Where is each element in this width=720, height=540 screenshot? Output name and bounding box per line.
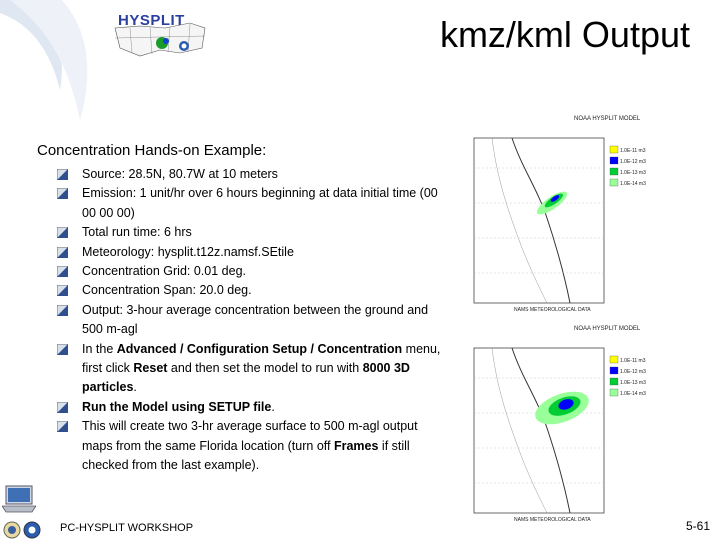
concentration-map-1: NOAA HYSPLIT MODEL 1.0E-11 m3 1.0E-12 m3 1.… (452, 108, 682, 313)
bullet-item: Concentration Span: 20.0 deg. (57, 281, 447, 300)
bullet-list: Source: 28.5N, 80.7W at 10 meters Emissio… (57, 165, 447, 476)
bullet-item: Output: 3-hour average concentration bet… (57, 301, 447, 340)
legend-label: 1.0E-12 m3 (620, 159, 646, 165)
legend-swatch (609, 388, 619, 397)
bullet-item: Concentration Grid: 0.01 deg. (57, 262, 447, 281)
bullet-text: Advanced / Configuration Setup / Concent… (116, 341, 403, 356)
map-panel: NOAA HYSPLIT MODEL 1.0E-11 m3 1.0E-12 m3 1.… (452, 108, 682, 523)
bullet-icon (57, 304, 68, 316)
bullet-item: Source: 28.5N, 80.7W at 10 meters (57, 165, 447, 184)
bullet-text: . (271, 399, 275, 414)
legend-label: 1.0E-14 m3 (620, 181, 646, 187)
concentration-map-2: NOAA HYSPLIT MODEL 1.0E-11 m3 1.0E-12 m3 1.… (452, 318, 682, 523)
agency-seals-icon (3, 521, 41, 539)
bullet-item: Emission: 1 unit/hr over 6 hours beginni… (57, 184, 447, 223)
legend-swatch (609, 167, 619, 176)
bullet-item: This will create two 3-hr average surfac… (57, 417, 447, 475)
bullet-item: In the Advanced / Configuration Setup / … (57, 340, 447, 398)
legend-swatch (609, 178, 619, 187)
bullet-icon (57, 246, 68, 258)
bullet-text: This will create two 3-hr average surfac… (82, 419, 418, 453)
bullet-text: Meteorology: hysplit.t12z.namsf.SEtile (82, 244, 294, 259)
footer-workshop-label: PC-HYSPLIT WORKSHOP (60, 522, 194, 534)
legend-swatch (609, 145, 619, 154)
map-graphic: NOAA HYSPLIT MODEL 1.0E-11 m3 1.0E-12 m3 1.… (452, 318, 682, 523)
legend-swatch (609, 366, 619, 375)
section-subtitle: Concentration Hands-on Example: (37, 142, 267, 159)
bullet-text: Source: 28.5N, 80.7W at 10 meters (82, 167, 278, 181)
bullet-icon (57, 343, 68, 355)
bullet-text: . (133, 380, 137, 395)
legend-label: 1.0E-12 m3 (620, 369, 646, 375)
bullet-icon (57, 266, 68, 278)
legend-label: 1.0E-14 m3 (620, 391, 646, 397)
bullet-text: In the (82, 341, 117, 356)
bullet-text: and then set the model to run with (167, 361, 363, 376)
map-footer: NAMS METEOROLOGICAL DATA (514, 517, 591, 523)
bullet-item: Meteorology: hysplit.t12z.namsf.SEtile (57, 243, 447, 262)
bullet-text: Frames (333, 438, 379, 453)
map-header: NOAA HYSPLIT MODEL (574, 116, 641, 122)
bullet-text: Concentration Grid: 0.01 deg. (82, 264, 246, 279)
legend-label: 1.0E-11 m3 (620, 358, 646, 364)
bullet-text: Total run time: 6 hrs (82, 225, 192, 240)
legend-label: 1.0E-11 m3 (620, 148, 646, 154)
legend-swatch (609, 156, 619, 165)
bullet-icon (57, 401, 68, 413)
bullet-text: 8000 3D particles (82, 361, 410, 395)
bullet-text: Reset (133, 361, 168, 376)
bullet-icon (57, 169, 68, 180)
bullet-icon (57, 227, 68, 239)
slide-title: kmz/kml Output (439, 14, 690, 55)
bullet-text: menu, first click (82, 341, 441, 376)
bullet-text: Run the Model using SETUP file (82, 399, 272, 414)
bullet-icon (57, 285, 68, 297)
legend-label: 1.0E-13 m3 (620, 170, 646, 176)
slide-header: HYSPLIT kmz/kml Output (0, 0, 720, 120)
hysplit-logo-text: HYSPLIT (118, 12, 185, 29)
bullet-icon (57, 188, 68, 200)
bullet-text: Emission: 1 unit/hr over 6 hours beginni… (82, 186, 438, 220)
hysplit-logo-map (110, 8, 210, 63)
legend-swatch (609, 377, 619, 386)
legend-swatch (609, 355, 619, 364)
map-header: NOAA HYSPLIT MODEL (574, 326, 641, 332)
map-footer: NAMS METEOROLOGICAL DATA (514, 307, 591, 313)
bullet-text: Concentration Span: 20.0 deg. (82, 283, 252, 298)
legend-label: 1.0E-13 m3 (620, 380, 646, 386)
slide-number: 5-61 (685, 519, 710, 533)
map-graphic: NOAA HYSPLIT MODEL 1.0E-11 m3 1.0E-12 m3 1.… (452, 108, 682, 313)
bullet-text: if still checked from the last example). (82, 438, 410, 473)
bullet-text: Output: 3-hour average concentration bet… (82, 302, 429, 337)
laptop-icon (2, 485, 36, 513)
bullet-item: Total run time: 6 hrs (57, 223, 447, 242)
bullet-icon (57, 421, 68, 433)
bullet-item: Run the Model using SETUP file. (57, 398, 447, 417)
noaa-swirl-logo (0, 0, 88, 120)
